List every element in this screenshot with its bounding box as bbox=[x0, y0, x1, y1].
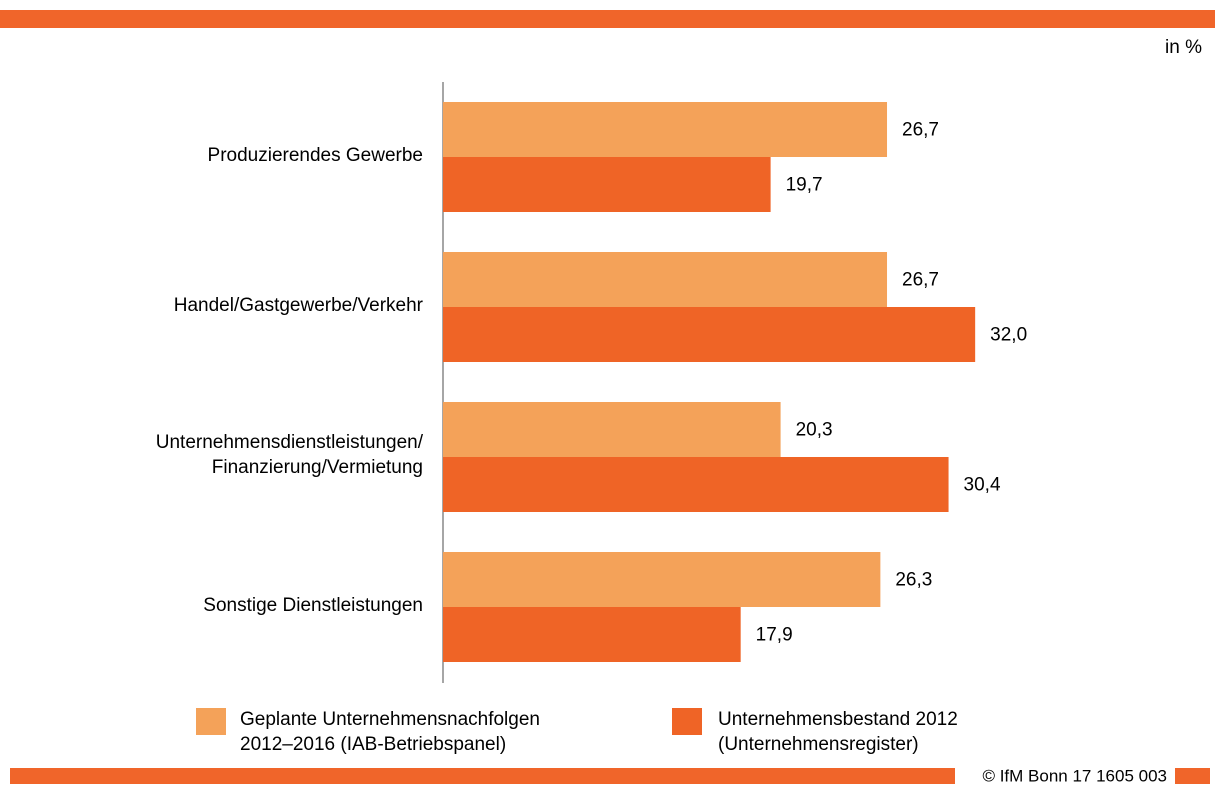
legend-label: Geplante Unternehmensnachfolgen 2012–201… bbox=[240, 709, 540, 755]
bar bbox=[443, 457, 949, 512]
value-label: 26,7 bbox=[902, 270, 939, 291]
y-tick-label: Sonstige Dienstleistungen bbox=[203, 594, 423, 616]
unit-label: in % bbox=[1165, 37, 1202, 58]
value-label: 19,7 bbox=[786, 175, 823, 196]
bar bbox=[443, 607, 741, 662]
legend-swatch bbox=[196, 708, 226, 735]
copyright: © IfM Bonn 17 1605 003 bbox=[982, 766, 1167, 785]
value-label: 17,9 bbox=[756, 625, 793, 646]
y-tick-label: Handel/Gastgewerbe/Verkehr bbox=[173, 294, 423, 316]
bar bbox=[443, 102, 888, 157]
top-band bbox=[0, 10, 1215, 28]
legend-swatch bbox=[672, 708, 702, 735]
bar bbox=[443, 157, 771, 212]
bar bbox=[443, 402, 781, 457]
bar bbox=[443, 252, 888, 307]
y-tick-label: Unternehmensdienstleistungen/ Finanzieru… bbox=[155, 432, 423, 478]
bottom-band-end bbox=[1175, 768, 1210, 784]
y-tick-label: Produzierendes Gewerbe bbox=[207, 144, 423, 166]
bar bbox=[443, 307, 976, 362]
legend-label: Unternehmensbestand 2012 (Unternehmensre… bbox=[718, 709, 958, 755]
value-label: 32,0 bbox=[990, 325, 1027, 346]
value-label: 30,4 bbox=[964, 475, 1001, 496]
bottom-band bbox=[10, 768, 955, 784]
value-label: 26,7 bbox=[902, 120, 939, 141]
value-label: 20,3 bbox=[796, 420, 833, 441]
value-label: 26,3 bbox=[895, 570, 932, 591]
bar bbox=[443, 552, 881, 607]
